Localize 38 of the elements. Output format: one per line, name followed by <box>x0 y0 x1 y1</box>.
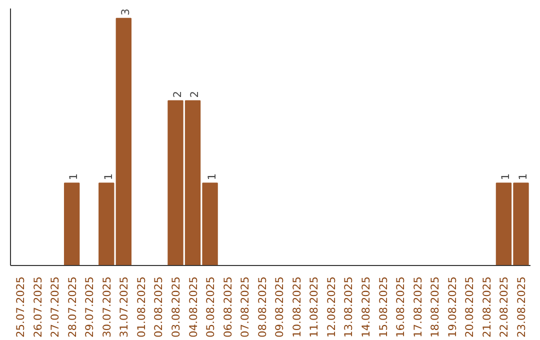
x-tick-label: 12.08.2025 <box>324 276 338 338</box>
data-label: 1 <box>102 173 115 180</box>
x-tick-label: 30.07.2025 <box>100 276 114 338</box>
data-label: 2 <box>170 90 184 98</box>
data-label: 1 <box>516 173 530 180</box>
data-label: 2 <box>188 90 202 98</box>
x-tick-label: 26.07.2025 <box>31 276 44 338</box>
x-tick-label: 10.08.2025 <box>290 276 304 338</box>
x-tick-label: 20.08.2025 <box>463 276 476 338</box>
x-tick-label: 01.08.2025 <box>134 276 148 338</box>
x-tick-label: 19.08.2025 <box>446 276 459 338</box>
x-tick-label: 03.08.2025 <box>169 276 182 338</box>
x-tick-label: 25.07.2025 <box>14 276 27 338</box>
x-tick-label: 13.08.2025 <box>342 276 356 338</box>
x-tick-label: 05.08.2025 <box>204 276 218 338</box>
x-tick-label: 22.08.2025 <box>498 276 511 338</box>
x-tick-label: 21.08.2025 <box>480 276 494 338</box>
x-tick-label: 06.08.2025 <box>221 276 234 338</box>
x-tick-label: 15.08.2025 <box>376 276 390 338</box>
x-tick-label: 07.08.2025 <box>238 276 252 338</box>
x-tick-label: 23.08.2025 <box>515 276 528 338</box>
x-tick-label: 04.08.2025 <box>186 276 200 338</box>
x-tick-label: 29.07.2025 <box>83 276 96 338</box>
data-label: 1 <box>205 173 218 180</box>
x-tick-label: 09.08.2025 <box>273 276 286 338</box>
x-tick-label: 11.08.2025 <box>308 276 321 338</box>
x-tick-label: 18.08.2025 <box>428 276 442 338</box>
x-tick-label: 08.08.2025 <box>256 276 269 338</box>
x-tick-label: 27.07.2025 <box>48 276 62 338</box>
data-label: 3 <box>119 8 132 16</box>
x-tick-label: 02.08.2025 <box>152 276 166 338</box>
x-tick-label: 17.08.2025 <box>411 276 424 338</box>
data-label: 1 <box>499 173 512 180</box>
x-tick-label: 28.07.2025 <box>66 276 79 338</box>
x-tick-label: 31.07.2025 <box>118 276 131 338</box>
x-tick-label: 16.08.2025 <box>394 276 408 338</box>
x-tick-label: 14.08.2025 <box>360 276 373 338</box>
data-label: 1 <box>67 173 80 180</box>
